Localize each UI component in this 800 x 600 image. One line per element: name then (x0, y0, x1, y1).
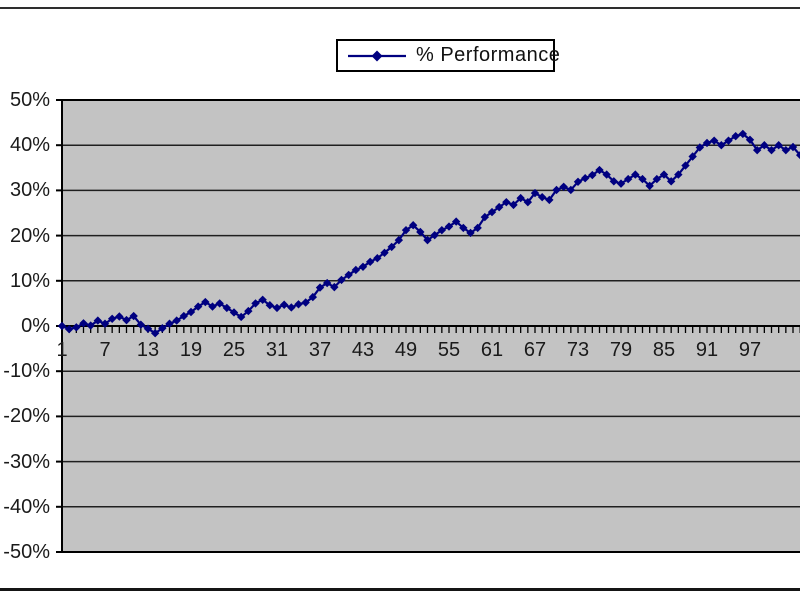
x-axis-label: 25 (222, 339, 246, 361)
y-axis-label: 30% (9, 179, 50, 202)
x-axis-label: 55 (437, 339, 461, 361)
x-axis-label: 19 (179, 339, 203, 361)
x-axis-label: 49 (394, 339, 418, 361)
y-axis-label: -10% (3, 360, 50, 383)
y-axis-label: 40% (9, 134, 50, 157)
x-axis-label: 43 (351, 339, 375, 361)
legend: % Performance (336, 39, 560, 72)
y-axis-label: 0% (21, 315, 50, 337)
x-axis-label: 67 (523, 339, 547, 361)
x-axis-label: 73 (566, 339, 590, 361)
x-axis-label: 13 (136, 339, 160, 361)
y-axis-label: -20% (3, 405, 50, 428)
chart-bottom-border (0, 588, 800, 591)
x-axis-label: 7 (99, 339, 111, 361)
legend-label: % Performance (416, 44, 561, 66)
y-axis-label: -50% (3, 541, 50, 563)
x-axis-label: 1 (56, 339, 68, 361)
y-axis-label: -40% (3, 495, 50, 518)
x-axis-label: 97 (738, 339, 762, 361)
y-axis-label: 50% (9, 89, 50, 111)
x-axis-label: 61 (480, 339, 504, 361)
y-axis-label: 20% (9, 224, 50, 247)
legend-series-marker-icon (348, 50, 406, 61)
x-axis-label: 79 (609, 339, 633, 361)
x-axis-label: 37 (308, 339, 332, 361)
y-axis-label: -30% (3, 450, 50, 473)
chart-top-border (0, 7, 800, 9)
x-axis-label: 91 (695, 339, 719, 361)
y-axis-label: 10% (9, 269, 50, 292)
series-markers (57, 129, 800, 338)
x-axis-label: 31 (265, 339, 289, 361)
x-axis-label: 85 (652, 339, 676, 361)
